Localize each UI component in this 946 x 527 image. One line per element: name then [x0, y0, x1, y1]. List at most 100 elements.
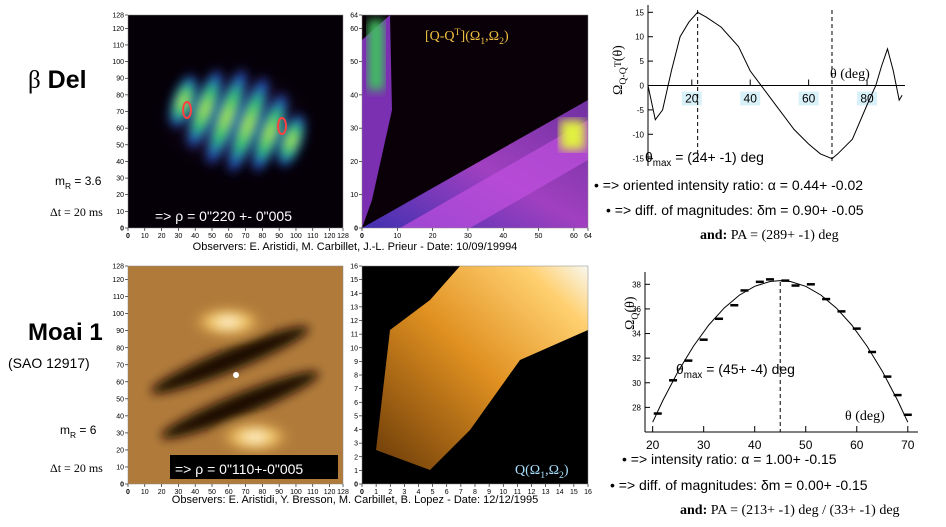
x-tick-label: 50	[208, 233, 216, 240]
text-part: • => oriented intensity ratio: α = 0.44+…	[594, 177, 863, 193]
y-tick-label: 128	[112, 264, 124, 271]
y-tick-label: 0	[354, 226, 358, 233]
text-part: => ρ = 0"110+-0"005	[175, 461, 303, 477]
y-tick-label: 10	[350, 192, 358, 199]
text-part: T	[613, 61, 624, 67]
star-name: β Del	[28, 66, 87, 94]
text-part: 1	[480, 36, 485, 47]
correlation-image	[362, 266, 588, 484]
text-part: • => intensity ratio: α = 1.00+ -0.15	[622, 451, 837, 467]
tick-label-bg	[740, 91, 761, 106]
y-tick-label: 120	[112, 26, 124, 33]
y-tick-label: 7	[354, 386, 358, 393]
text-part: θ	[676, 361, 684, 377]
x-tick-label: 40	[191, 233, 199, 240]
x-tick-label: 12	[528, 489, 536, 496]
y-tick-label: 40	[116, 159, 124, 166]
y-tick-label: 50	[350, 59, 358, 66]
x-tick-label: 20	[685, 92, 699, 106]
x-tick-label: 60	[802, 92, 816, 106]
x-tick-label: 10	[141, 489, 149, 496]
x-tick-label: 16	[584, 489, 592, 496]
x-tick-label: 60	[225, 233, 233, 240]
text-part: T	[455, 27, 461, 38]
y-tick-label: 2	[354, 454, 358, 461]
x-tick-label: 4	[417, 489, 421, 496]
text-part: 1	[540, 470, 545, 481]
text-part: Del	[41, 66, 87, 94]
y-tick-label: 6	[354, 400, 358, 407]
x-tick-label: 100	[290, 489, 302, 496]
x-tick-label: 40	[744, 92, 758, 106]
x-tick-label: 5	[431, 489, 435, 496]
image-frame	[127, 265, 344, 485]
text-part: [Q-Q	[425, 29, 455, 44]
y-tick-label: 10	[116, 209, 124, 216]
text-part: = 6	[76, 423, 97, 437]
y-tick-label: 15	[350, 277, 358, 284]
y-tick-label: 10	[350, 345, 358, 352]
text-part: PA = (289+ -1) deg	[727, 228, 838, 243]
x-tick-label: 13	[542, 489, 550, 496]
x-tick-label: 80	[860, 92, 874, 106]
y-tick-label: 38	[632, 280, 641, 289]
x-tick-label: 20	[429, 233, 437, 240]
x-tick-label: 110	[307, 489, 318, 496]
y-tick-label: 10	[635, 33, 644, 42]
y-tick-label: 20	[116, 447, 124, 454]
y-tick-label: 128	[112, 13, 124, 20]
y-tick-label: 90	[116, 328, 124, 335]
y-tick-label: -10	[632, 130, 644, 139]
y-tick-label: 10	[116, 464, 124, 471]
y-tick-label: 14	[350, 291, 358, 298]
y-axis-label: ΩQ-QT(θ)	[611, 45, 629, 95]
x-tick-label: 120	[324, 489, 336, 496]
y-tick-label: 80	[116, 345, 124, 352]
speckle-image	[128, 15, 343, 228]
y-tick-label: -15	[632, 155, 644, 164]
y-tick-label: -5	[637, 106, 645, 115]
y-tick-label: 0	[640, 82, 645, 91]
text-part: )	[564, 463, 569, 478]
y-tick-label: 30	[632, 379, 641, 388]
x-tick-label: 40	[748, 438, 762, 452]
text-part: 2	[559, 470, 564, 481]
y-tick-label: 40	[350, 92, 358, 99]
text-part: ](Ω	[461, 29, 481, 44]
x-axis-label: θ (deg)	[830, 67, 870, 82]
text-part: ,Ω	[485, 29, 499, 44]
y-tick-label: 110	[113, 294, 124, 301]
text-part: ,Ω	[545, 463, 559, 478]
text-part: = 3.6	[71, 174, 102, 188]
correlation-image	[362, 15, 588, 228]
magnitude: mR = 6	[60, 423, 97, 440]
text-part: = (45+ -4) deg	[702, 361, 795, 377]
x-tick-label: 10	[141, 233, 149, 240]
magnitude: mR = 3.6	[55, 174, 102, 191]
text-part: Q	[630, 313, 641, 320]
x-tick-label: 30	[464, 233, 472, 240]
y-tick-label: 70	[116, 109, 124, 116]
x-tick-label: 70	[242, 233, 250, 240]
tick-label-bg	[681, 91, 702, 106]
text-part: => ρ = 0"220 +- 0"005	[155, 208, 292, 224]
x-tick-label: 10	[393, 233, 401, 240]
y-tick-label: 0	[120, 482, 124, 489]
text-part: (θ)	[611, 45, 626, 61]
text-part: Ω	[611, 85, 626, 95]
y-tick-label: 13	[350, 304, 358, 311]
x-tick-label: 11	[514, 489, 521, 496]
y-tick-label: 15	[635, 8, 644, 17]
y-tick-label: 12	[350, 318, 358, 325]
x-tick-label: 0	[126, 233, 130, 240]
speckle-image	[128, 266, 343, 484]
x-tick-label: 128	[337, 489, 349, 496]
x-tick-label: 15	[570, 489, 578, 496]
x-tick-label: 0	[360, 233, 364, 240]
x-tick-label: 14	[556, 489, 564, 496]
y-tick-label: 1	[354, 468, 358, 475]
x-tick-label: 10	[499, 489, 507, 496]
text-part: max	[653, 158, 672, 169]
y-tick-label: 80	[116, 92, 124, 99]
result: and: PA = (213+ -1) deg / (33+ -1) deg	[680, 503, 900, 518]
